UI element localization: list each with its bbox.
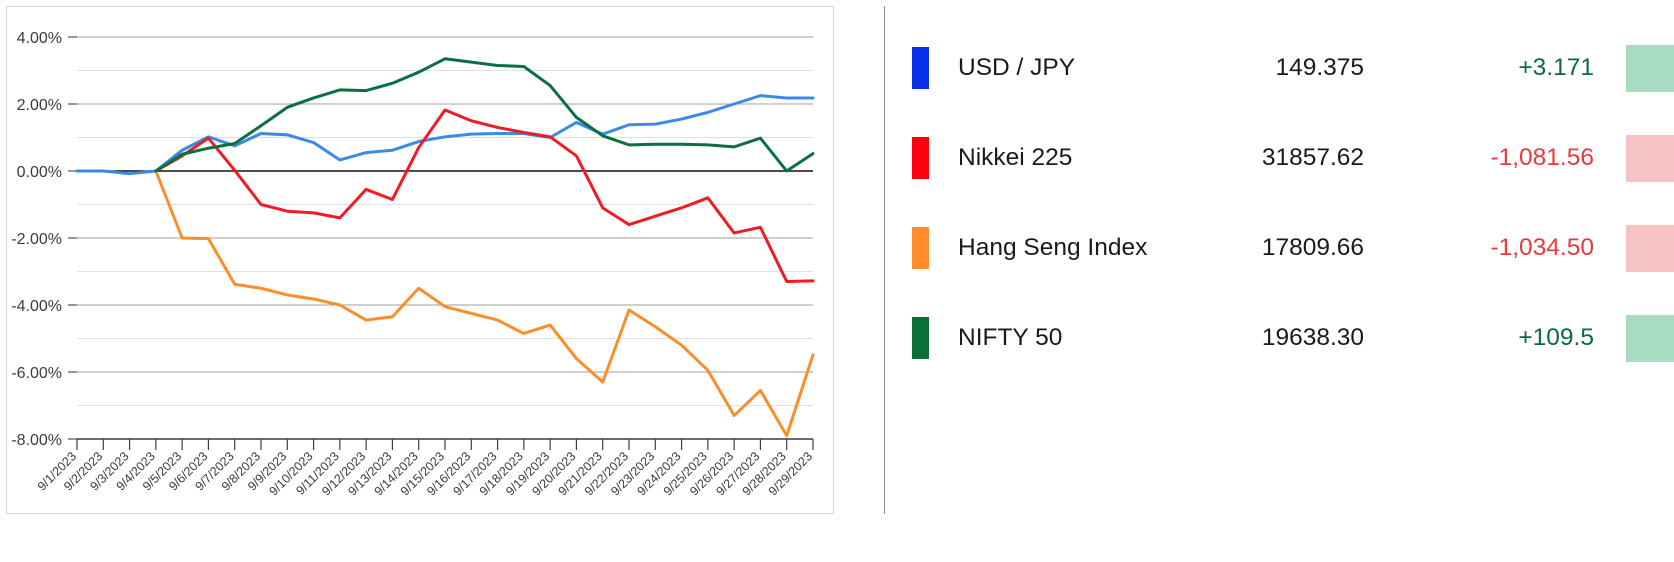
instrument-percent-badge: 0.56% bbox=[1626, 314, 1674, 362]
instrument-name: Nikkei 225 bbox=[958, 144, 1073, 171]
legend-row[interactable]: Nikkei 225 31857.62 -1,081.56 -3.28% bbox=[884, 128, 1674, 188]
instrument-name: NIFTY 50 bbox=[958, 324, 1063, 351]
legend-row[interactable]: NIFTY 50 19638.30 +109.5 0.56% bbox=[884, 308, 1674, 368]
y-axis-label: 0.00% bbox=[17, 164, 62, 181]
instrument-price: 19638.30 bbox=[1261, 324, 1364, 351]
y-axis-label: 4.00% bbox=[17, 30, 62, 47]
series-line bbox=[154, 57, 815, 173]
instrument-change: +3.171 bbox=[1518, 54, 1594, 81]
y-axis-label: -8.00% bbox=[11, 432, 62, 449]
quote-legend-table: USD / JPY 149.375 +3.171 2.17% Nikkei 225 318… bbox=[884, 6, 1674, 514]
series-color-swatch bbox=[912, 137, 929, 179]
line-chart: 4.00% 2.00% 0.00% -2.00% -4.00% -6.00% -8.00% 9… bbox=[7, 7, 833, 513]
series-color-swatch bbox=[912, 47, 929, 89]
chart-panel: 4.00% 2.00% 0.00% -2.00% -4.00% -6.00% -8.00% 9… bbox=[6, 6, 834, 514]
series-color-swatch bbox=[912, 317, 929, 359]
instrument-percent-badge: 2.17% bbox=[1626, 44, 1674, 92]
series-line bbox=[154, 169, 815, 438]
instrument-change: -1,081.56 bbox=[1490, 144, 1594, 171]
instrument-change: +109.5 bbox=[1518, 324, 1594, 351]
instrument-price: 149.375 bbox=[1275, 54, 1364, 81]
y-axis-label: -2.00% bbox=[11, 231, 62, 248]
instrument-price: 31857.62 bbox=[1261, 144, 1364, 171]
series-color-swatch bbox=[912, 227, 929, 269]
series-line bbox=[75, 94, 815, 176]
y-axis-label: -4.00% bbox=[11, 298, 62, 315]
instrument-name: Hang Seng Index bbox=[958, 234, 1148, 261]
legend-row[interactable]: USD / JPY 149.375 +3.171 2.17% bbox=[884, 38, 1674, 98]
instrument-change: -1,034.50 bbox=[1490, 234, 1594, 261]
instrument-percent-badge: -3.28% bbox=[1626, 134, 1674, 182]
legend-row[interactable]: Hang Seng Index 17809.66 -1,034.50 -5.49% bbox=[884, 218, 1674, 278]
legend-divider bbox=[884, 6, 885, 514]
instrument-percent-badge: -5.49% bbox=[1626, 224, 1674, 272]
series-line bbox=[154, 108, 815, 284]
y-axis-label: 2.00% bbox=[17, 97, 62, 114]
instrument-name: USD / JPY bbox=[958, 54, 1076, 81]
chart-svg: 4.00%2.00%0.00%-2.00%-4.00%-6.00%-8.00%9… bbox=[11, 30, 815, 498]
instrument-price: 17809.66 bbox=[1261, 234, 1364, 261]
y-axis-label: -6.00% bbox=[11, 365, 62, 382]
